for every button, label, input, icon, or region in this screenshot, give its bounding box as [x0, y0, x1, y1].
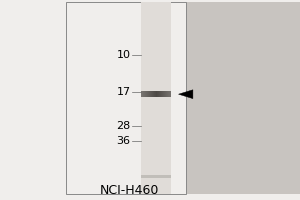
FancyBboxPatch shape: [166, 91, 167, 97]
FancyBboxPatch shape: [170, 91, 171, 97]
FancyBboxPatch shape: [66, 2, 186, 194]
FancyBboxPatch shape: [157, 91, 158, 97]
Text: 10: 10: [116, 50, 130, 60]
Polygon shape: [178, 90, 193, 99]
FancyBboxPatch shape: [158, 91, 159, 97]
FancyBboxPatch shape: [141, 91, 142, 97]
FancyBboxPatch shape: [186, 2, 300, 194]
FancyBboxPatch shape: [162, 91, 163, 97]
FancyBboxPatch shape: [155, 91, 156, 97]
FancyBboxPatch shape: [169, 91, 170, 97]
FancyBboxPatch shape: [165, 91, 166, 97]
FancyBboxPatch shape: [167, 91, 168, 97]
FancyBboxPatch shape: [164, 91, 165, 97]
FancyBboxPatch shape: [150, 91, 151, 97]
FancyBboxPatch shape: [141, 175, 171, 178]
FancyBboxPatch shape: [163, 91, 164, 97]
FancyBboxPatch shape: [152, 91, 153, 97]
FancyBboxPatch shape: [149, 91, 150, 97]
FancyBboxPatch shape: [153, 91, 154, 97]
FancyBboxPatch shape: [145, 91, 146, 97]
FancyBboxPatch shape: [148, 91, 149, 97]
FancyBboxPatch shape: [146, 91, 147, 97]
Text: 17: 17: [116, 87, 130, 97]
Text: NCI-H460: NCI-H460: [99, 184, 159, 197]
FancyBboxPatch shape: [142, 91, 143, 97]
FancyBboxPatch shape: [143, 91, 144, 97]
FancyBboxPatch shape: [168, 91, 169, 97]
Text: 36: 36: [116, 136, 130, 146]
FancyBboxPatch shape: [141, 2, 171, 194]
FancyBboxPatch shape: [154, 91, 155, 97]
FancyBboxPatch shape: [156, 91, 157, 97]
FancyBboxPatch shape: [161, 91, 162, 97]
FancyBboxPatch shape: [159, 91, 160, 97]
FancyBboxPatch shape: [147, 91, 148, 97]
FancyBboxPatch shape: [144, 91, 145, 97]
FancyBboxPatch shape: [160, 91, 161, 97]
Text: 28: 28: [116, 121, 130, 131]
FancyBboxPatch shape: [151, 91, 152, 97]
